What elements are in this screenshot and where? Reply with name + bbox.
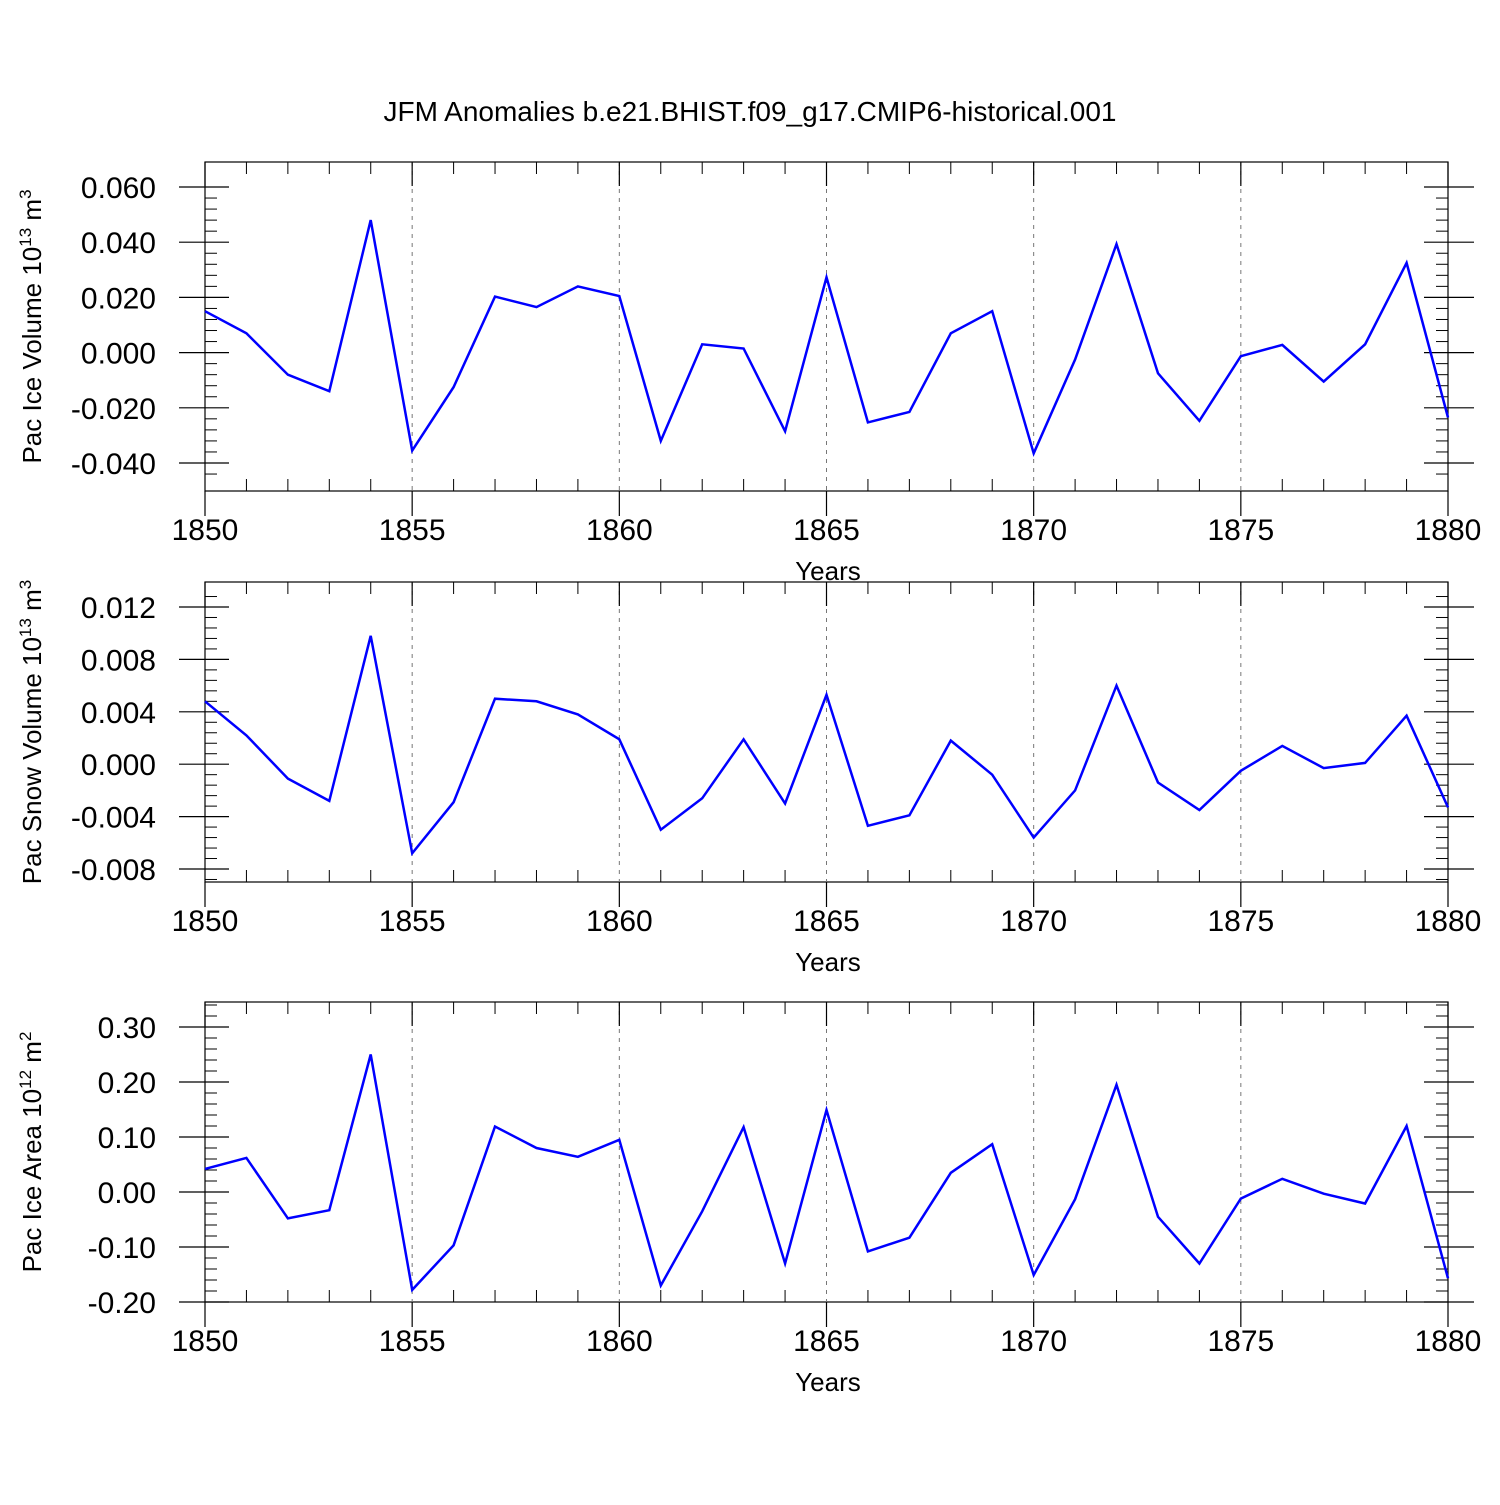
y-axis-label-text: Pac Ice Volume 10	[17, 247, 47, 464]
x-tick-label: 1855	[379, 1325, 446, 1358]
y-axis-label-unit-exp: 3	[16, 580, 35, 589]
y-tick-label: 0.020	[81, 282, 156, 315]
y-axis-label-unit-exp: 3	[16, 189, 35, 198]
y-axis-label-exp: 13	[16, 228, 35, 247]
x-tick-label: 1855	[379, 905, 446, 938]
x-tick-label: 1860	[586, 1325, 653, 1358]
x-tick-label: 1870	[1000, 1325, 1067, 1358]
x-tick-label: 1865	[793, 905, 860, 938]
x-tick-label: 1875	[1207, 1325, 1274, 1358]
y-axis-label-unit-exp: 2	[16, 1032, 35, 1041]
y-tick-label: 0.040	[81, 227, 156, 260]
y-tick-label: -0.008	[71, 854, 156, 887]
x-tick-label: 1850	[172, 905, 239, 938]
x-axis-label: Years	[795, 947, 861, 977]
figure-title: JFM Anomalies b.e21.BHIST.f09_g17.CMIP6-…	[383, 96, 1117, 127]
y-tick-label: -0.20	[88, 1287, 156, 1320]
y-axis-label: Pac Ice Area 1012 m2	[16, 1032, 47, 1273]
y-axis-label-unit: m	[17, 589, 47, 618]
panel-1: -0.040 -0.020 0.000 0.020 0.040 0.060 1850 1855…	[16, 161, 1482, 586]
x-tick-label: 1875	[1207, 905, 1274, 938]
y-tick-label: 0.30	[98, 1012, 156, 1045]
y-axis-label-exp: 13	[16, 618, 35, 637]
y-tick-label: 0.10	[98, 1122, 156, 1155]
y-tick-label: -0.040	[71, 448, 156, 481]
x-tick-label: 1880	[1415, 905, 1482, 938]
x-tick-label: 1880	[1415, 1325, 1482, 1358]
series-line	[204, 219, 1450, 457]
x-tick-label: 1855	[379, 514, 446, 547]
series-line	[204, 635, 1450, 857]
x-tick-label: 1860	[586, 514, 653, 547]
panel-2: -0.008 -0.004 0.000 0.004 0.008 0.012 1850 1855…	[16, 580, 1481, 977]
x-tick-label: 1870	[1000, 905, 1067, 938]
x-tick-label: 1880	[1415, 514, 1482, 547]
y-tick-label: 0.000	[81, 338, 156, 371]
y-tick-label: 0.00	[98, 1177, 156, 1210]
y-tick-label: 0.012	[81, 592, 156, 625]
y-axis-label: Pac Snow Volume 1013 m3	[16, 580, 47, 884]
x-axis-label: Years	[795, 1367, 861, 1397]
y-tick-label: -0.020	[71, 393, 156, 426]
x-tick-label: 1850	[172, 1325, 239, 1358]
y-tick-label: -0.004	[71, 802, 156, 835]
y-tick-label: -0.10	[88, 1232, 156, 1265]
x-tick-label: 1865	[793, 514, 860, 547]
y-tick-label: 0.060	[81, 172, 156, 205]
y-axis-label: Pac Ice Volume 1013 m3	[16, 189, 47, 463]
y-tick-label: 0.008	[81, 644, 156, 677]
series-line	[204, 1054, 1450, 1293]
panel-3: -0.20 -0.10 0.00 0.10 0.20 0.30 1850 1855 1860 18…	[16, 1001, 1482, 1397]
y-axis-label-unit: m	[17, 1041, 47, 1070]
x-tick-label: 1865	[793, 1325, 860, 1358]
y-tick-label: 0.20	[98, 1067, 156, 1100]
x-tick-label: 1860	[586, 905, 653, 938]
y-axis-label-text: Pac Ice Area 10	[17, 1089, 47, 1273]
y-tick-label: 0.000	[81, 749, 156, 782]
y-axis-label-text: Pac Snow Volume 10	[17, 637, 47, 884]
x-tick-label: 1875	[1207, 514, 1274, 547]
x-axis-label: Years	[795, 556, 861, 586]
x-tick-label: 1870	[1000, 514, 1067, 547]
y-axis-label-exp: 12	[16, 1070, 35, 1089]
x-tick-label: 1850	[172, 514, 239, 547]
y-tick-label: 0.004	[81, 697, 156, 730]
y-axis-label-unit: m	[17, 199, 47, 228]
